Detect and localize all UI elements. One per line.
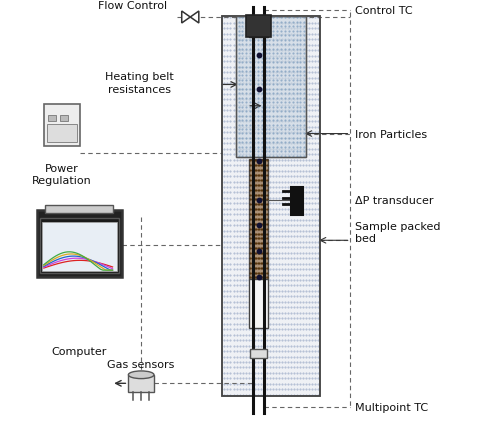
- Bar: [291, 187, 302, 215]
- Bar: [44, 104, 80, 147]
- Bar: [236, 17, 306, 158]
- Bar: [45, 205, 114, 213]
- Bar: [249, 17, 268, 38]
- Bar: [48, 116, 56, 121]
- Text: Flow Control: Flow Control: [98, 1, 167, 12]
- Text: Power
Regulation: Power Regulation: [32, 164, 92, 186]
- Bar: [47, 125, 77, 143]
- Text: Sample packed
bed: Sample packed bed: [355, 221, 440, 243]
- Text: ΔP transducer: ΔP transducer: [355, 195, 433, 205]
- Bar: [249, 160, 268, 279]
- Bar: [60, 116, 68, 121]
- Text: Iron Particles: Iron Particles: [355, 129, 427, 139]
- Bar: [236, 17, 306, 158]
- Text: Control TC: Control TC: [355, 6, 412, 16]
- Bar: [249, 279, 268, 328]
- Text: Gas sensors: Gas sensors: [108, 359, 175, 369]
- Bar: [222, 17, 321, 396]
- Bar: [222, 17, 321, 396]
- Ellipse shape: [128, 371, 154, 379]
- Polygon shape: [190, 12, 199, 24]
- Bar: [40, 219, 118, 273]
- Bar: [246, 16, 271, 38]
- Bar: [250, 349, 267, 358]
- Text: Computer: Computer: [52, 346, 107, 357]
- Text: Heating belt
resistances: Heating belt resistances: [105, 72, 173, 94]
- Bar: [37, 211, 122, 277]
- Bar: [128, 375, 154, 392]
- Text: Multipoint TC: Multipoint TC: [355, 402, 428, 412]
- Bar: [42, 222, 117, 272]
- Polygon shape: [182, 12, 190, 24]
